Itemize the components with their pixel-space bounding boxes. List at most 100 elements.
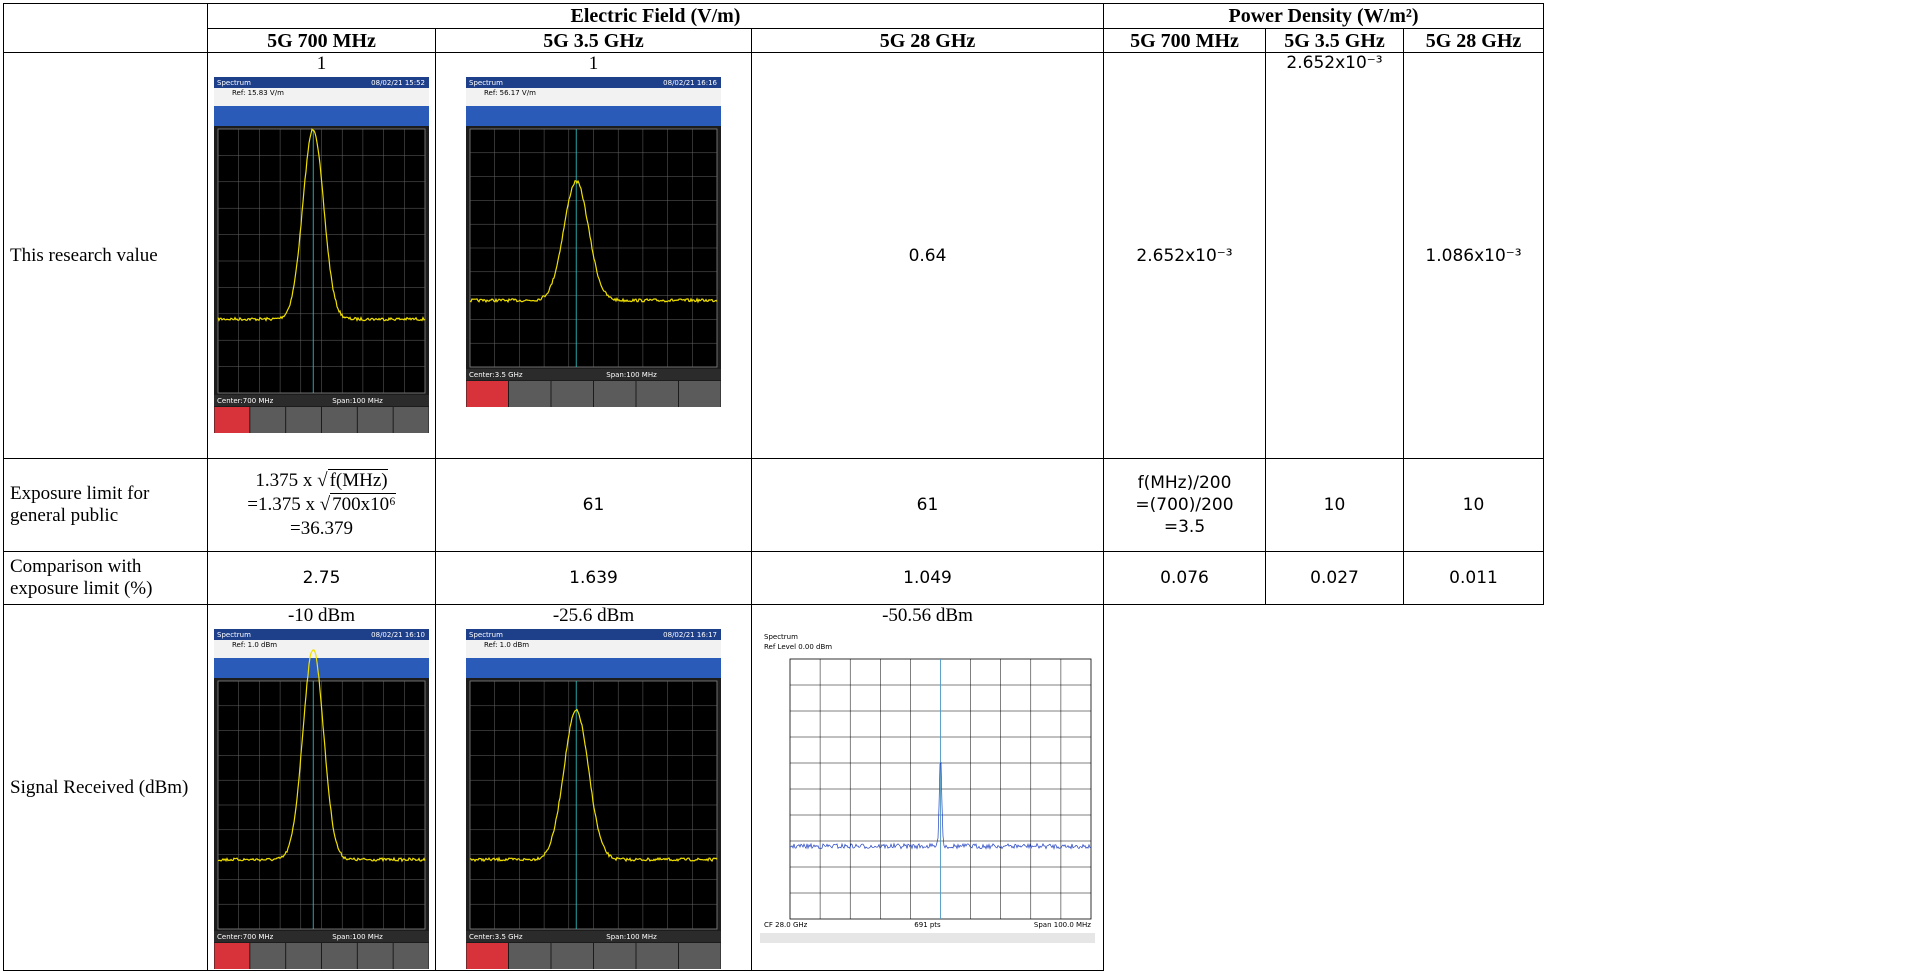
screenshot: Spectrum 08/02/21 15:52 Ref: 15.83 V/m Cent… xyxy=(214,77,429,433)
cell: 10 xyxy=(1404,459,1544,552)
softkey xyxy=(286,407,321,433)
row-label: Signal Received (dBm) xyxy=(4,605,208,971)
softkey xyxy=(215,407,250,433)
screen-span: Span:100 MHz xyxy=(332,933,383,941)
cell: 61 xyxy=(752,459,1104,552)
formula-line: =3.5 xyxy=(1110,516,1259,538)
softkey xyxy=(467,381,509,407)
cell: 2.652x10⁻³ xyxy=(1104,53,1266,459)
softkey xyxy=(552,381,594,407)
cell-text: 1 xyxy=(214,53,429,75)
screen-points: 691 pts xyxy=(914,921,941,929)
formula-line: =(700)/200 xyxy=(1110,494,1259,516)
row-label: This research value xyxy=(4,53,208,459)
cell: 1.375 x √f(MHz) =1.375 x √700x10⁶ =36.37… xyxy=(208,459,436,552)
cell-text: -50.56 dBm xyxy=(758,605,1097,627)
page: Electric Field (V/m) Power Density (W/m²… xyxy=(0,0,1928,973)
softkey xyxy=(394,943,429,969)
screen-ref: Ref: 1.0 dBm xyxy=(232,641,277,649)
cell-text: -25.6 dBm xyxy=(442,605,745,627)
column-header: 5G 28 GHz xyxy=(1404,29,1544,53)
screen-title: Spectrum xyxy=(764,633,798,641)
group-header: Power Density (W/m²) xyxy=(1104,4,1544,29)
screen-date: 08/02/21 15:52 xyxy=(371,79,425,87)
column-header: 5G 3.5 GHz xyxy=(436,29,752,53)
cell: 2.75 xyxy=(208,552,436,605)
group-header: Electric Field (V/m) xyxy=(208,4,1104,29)
formula-line: =36.379 xyxy=(214,517,429,541)
cell: 10 xyxy=(1266,459,1404,552)
screen-center: Center:3.5 GHz xyxy=(469,371,523,379)
marker-bar xyxy=(214,658,429,678)
marker-bar xyxy=(466,106,721,126)
empty-cell xyxy=(1104,605,1544,971)
screen-ref: Ref: 1.0 dBm xyxy=(484,641,529,649)
cell: 1.049 xyxy=(752,552,1104,605)
column-header: 5G 700 MHz xyxy=(1104,29,1266,53)
cell: 0.011 xyxy=(1404,552,1544,605)
softkey xyxy=(394,407,429,433)
softkey xyxy=(509,381,551,407)
softkey xyxy=(358,943,393,969)
cell: 0.027 xyxy=(1266,552,1404,605)
formula-text: 1.375 x xyxy=(255,470,317,491)
formula-line: f(MHz)/200 xyxy=(1110,472,1259,494)
softkey xyxy=(358,407,393,433)
formula-line: =1.375 x √700x10⁶ xyxy=(214,493,429,517)
cell: 1 Spectrum 08/02/21 15:52 Ref: 15.83 V/m Cen… xyxy=(208,53,436,459)
screen-ref: Ref Level 0.00 dBm xyxy=(764,643,832,651)
screen-date: 08/02/21 16:10 xyxy=(371,631,425,639)
softkey xyxy=(637,943,679,969)
formula-radicand: 700x10⁶ xyxy=(330,493,396,515)
softkey xyxy=(594,943,636,969)
screen-center: Center:700 MHz xyxy=(217,397,274,405)
analyzer-screen: Spectrum 08/02/21 15:52 Ref: 15.83 V/m Cent… xyxy=(214,77,429,433)
softkey xyxy=(215,943,250,969)
screen-title: Spectrum xyxy=(469,79,503,87)
screen-center: Center:3.5 GHz xyxy=(469,933,523,941)
softkey xyxy=(552,943,594,969)
cell: 0.076 xyxy=(1104,552,1266,605)
screen-title: Spectrum xyxy=(217,79,251,87)
screen-date: 08/02/21 16:16 xyxy=(663,79,717,87)
softkey xyxy=(322,407,357,433)
row-label: Exposure limit for general public xyxy=(4,459,208,552)
screen-ref: Ref: 56.17 V/m xyxy=(484,89,536,97)
screen-center: Center:700 MHz xyxy=(217,933,274,941)
cell-text: 1 xyxy=(442,53,745,75)
cell: 2.652x10⁻³ xyxy=(1266,53,1404,459)
cell-text: -10 dBm xyxy=(214,605,429,627)
cell: 0.64 xyxy=(752,53,1104,459)
cell: f(MHz)/200 =(700)/200 =3.5 xyxy=(1104,459,1266,552)
formula-line: 1.375 x √f(MHz) xyxy=(214,469,429,493)
column-header: 5G 700 MHz xyxy=(208,29,436,53)
cell: 1.086x10⁻³ xyxy=(1404,53,1544,459)
softkey xyxy=(509,943,551,969)
screenshot: Spectrum 08/02/21 16:16 Ref: 56.17 V/m Cent… xyxy=(442,77,745,407)
marker-bar xyxy=(466,658,721,678)
analyzer-screen: Spectrum08/02/21 16:10Ref: 1.0 dBmCenter… xyxy=(214,629,429,969)
screen-span: Span 100.0 MHz xyxy=(1034,921,1091,929)
screen-span: Span:100 MHz xyxy=(606,371,657,379)
softkey xyxy=(250,407,285,433)
cell: 61 xyxy=(436,459,752,552)
softkey xyxy=(637,381,679,407)
corner-cell xyxy=(4,4,208,53)
softkey xyxy=(322,943,357,969)
analyzer-screen: Spectrum 08/02/21 16:16 Ref: 56.17 V/m Cent… xyxy=(466,77,721,407)
column-header: 5G 3.5 GHz xyxy=(1266,29,1404,53)
screen-title: Spectrum xyxy=(469,631,503,639)
formula-radicand: f(MHz) xyxy=(328,469,388,491)
cell: 1.639 xyxy=(436,552,752,605)
status-bar xyxy=(760,933,1095,943)
screen-ref: Ref: 15.83 V/m xyxy=(232,89,284,97)
cell: 1 Spectrum 08/02/21 16:16 Ref: 56.17 V/m Cen… xyxy=(436,53,752,459)
